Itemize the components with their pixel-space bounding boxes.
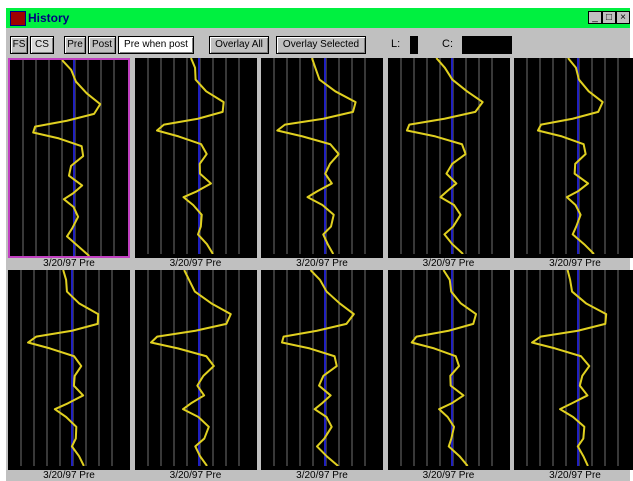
waveform-panel[interactable] xyxy=(8,58,130,258)
title-bar: History _ □ × xyxy=(6,8,630,28)
trace xyxy=(410,270,477,466)
maximize-button[interactable]: □ xyxy=(602,11,616,24)
waveform-panel[interactable] xyxy=(134,270,257,470)
waveform xyxy=(147,58,239,254)
panel-caption: 3/20/97 Pre xyxy=(43,258,95,269)
waveform xyxy=(400,270,492,466)
waveform xyxy=(22,60,115,256)
panel-caption: 3/20/97 Pre xyxy=(549,470,601,481)
waveform-panel[interactable] xyxy=(261,58,383,258)
panel-caption: 3/20/97 Pre xyxy=(296,470,348,481)
app-icon xyxy=(10,11,26,26)
trace xyxy=(276,58,357,254)
pre-button[interactable]: Pre xyxy=(64,36,86,54)
c-swatch xyxy=(462,36,512,54)
panel-caption: 3/20/97 Pre xyxy=(422,258,475,269)
l-label: L: xyxy=(391,38,401,50)
waveform-panel[interactable] xyxy=(387,270,510,470)
window-title: History xyxy=(28,11,70,25)
panel-caption: 3/20/97 Pre xyxy=(169,470,222,481)
panel-caption: 3/20/97 Pre xyxy=(549,258,601,269)
overlay-all-button[interactable]: Overlay All xyxy=(209,36,269,54)
waveform-panel[interactable] xyxy=(387,58,510,258)
trace xyxy=(155,58,225,254)
window: History _ □ × FS CS Pre Post Pre when po… xyxy=(6,8,633,481)
waveform xyxy=(526,58,619,254)
trace xyxy=(27,270,100,466)
panel-caption: 3/20/97 Pre xyxy=(169,258,222,269)
overlay-selected-button[interactable]: Overlay Selected xyxy=(276,36,366,54)
panel-caption: 3/20/97 Pre xyxy=(422,470,475,481)
pre-when-post-button[interactable]: Pre when post xyxy=(118,36,194,54)
fs-button[interactable]: FS xyxy=(10,36,28,54)
waveform-panel[interactable] xyxy=(8,270,130,470)
panel-caption: 3/20/97 Pre xyxy=(296,258,348,269)
c-label: C: xyxy=(442,38,453,50)
waveform xyxy=(20,270,113,466)
waveform-panel[interactable] xyxy=(261,270,383,470)
l-swatch xyxy=(410,36,418,54)
waveform xyxy=(526,270,619,466)
waveform xyxy=(147,270,239,466)
trace xyxy=(531,270,608,466)
trace xyxy=(536,58,604,254)
cs-button[interactable]: CS xyxy=(30,36,54,54)
trace xyxy=(280,270,355,466)
waveform xyxy=(400,58,492,254)
waveform xyxy=(273,270,366,466)
panel-caption: 3/20/97 Pre xyxy=(43,470,95,481)
waveform xyxy=(273,58,366,254)
post-button[interactable]: Post xyxy=(88,36,116,54)
waveform-panel[interactable] xyxy=(134,58,257,258)
waveform-panel[interactable] xyxy=(514,58,633,258)
trace xyxy=(149,270,232,466)
trace xyxy=(32,60,102,256)
waveform-panel[interactable] xyxy=(514,270,633,470)
minimize-button[interactable]: _ xyxy=(588,11,602,24)
trace xyxy=(405,58,484,254)
close-button[interactable]: × xyxy=(616,11,630,24)
